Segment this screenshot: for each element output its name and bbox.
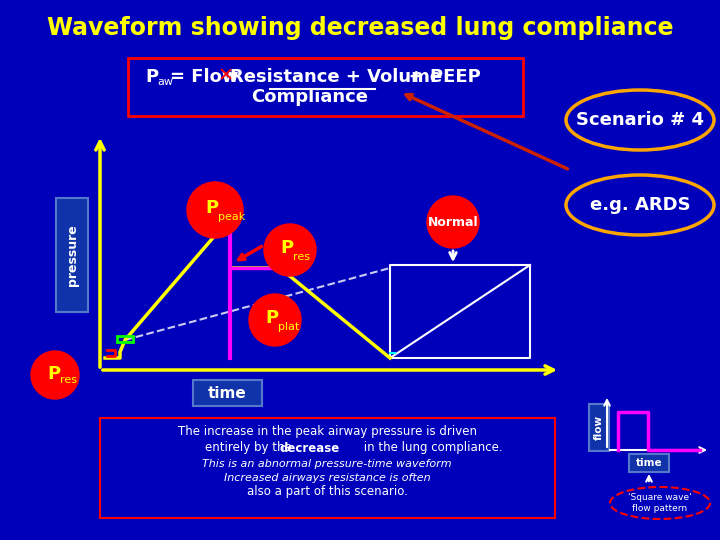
Text: plat: plat [278, 322, 300, 332]
Text: pressure: pressure [66, 224, 78, 286]
Ellipse shape [610, 487, 710, 519]
Text: res: res [293, 252, 310, 262]
Text: peak: peak [218, 212, 246, 222]
Text: P: P [47, 365, 60, 383]
Text: Normal: Normal [428, 215, 478, 228]
Text: res: res [60, 375, 77, 385]
Circle shape [427, 196, 479, 248]
Text: 'Square wave'
flow pattern: 'Square wave' flow pattern [628, 494, 692, 512]
Circle shape [187, 182, 243, 238]
Text: P: P [205, 199, 218, 217]
Text: Resistance + Volume: Resistance + Volume [230, 68, 442, 86]
Ellipse shape [566, 90, 714, 150]
Text: This is an abnormal pressure-time waveform: This is an abnormal pressure-time wavefo… [202, 459, 452, 469]
Text: + PEEP: + PEEP [390, 68, 481, 86]
Text: P: P [280, 239, 293, 257]
Text: The increase in the peak airway pressure is driven: The increase in the peak airway pressure… [178, 426, 477, 438]
Text: time: time [207, 386, 246, 401]
Circle shape [31, 351, 79, 399]
Text: flow: flow [594, 414, 604, 440]
FancyBboxPatch shape [128, 58, 523, 116]
FancyBboxPatch shape [589, 404, 609, 451]
FancyBboxPatch shape [100, 418, 555, 518]
Text: entirely by the: entirely by the [205, 442, 295, 455]
Ellipse shape [566, 175, 714, 235]
FancyBboxPatch shape [629, 454, 669, 472]
Text: P: P [265, 309, 278, 327]
Circle shape [249, 294, 301, 346]
FancyBboxPatch shape [56, 198, 88, 312]
Bar [117, 336, 133, 342]
Text: in the lung compliance.: in the lung compliance. [360, 442, 503, 455]
Text: aw: aw [157, 77, 173, 87]
Text: e.g. ARDS: e.g. ARDS [590, 196, 690, 214]
FancyBboxPatch shape [193, 380, 262, 406]
Text: = Flow: = Flow [170, 68, 238, 86]
Text: P: P [145, 68, 158, 86]
Text: also a part of this scenario.: also a part of this scenario. [246, 485, 408, 498]
Text: Compliance: Compliance [251, 88, 369, 106]
Text: decrease: decrease [280, 442, 340, 455]
Text: Increased airways resistance is often: Increased airways resistance is often [224, 473, 431, 483]
Circle shape [264, 224, 316, 276]
Text: Scenario # 4: Scenario # 4 [576, 111, 704, 129]
Text: ✕: ✕ [218, 66, 235, 85]
Text: Waveform showing decreased lung compliance: Waveform showing decreased lung complian… [47, 16, 673, 40]
Text: time: time [636, 458, 662, 468]
